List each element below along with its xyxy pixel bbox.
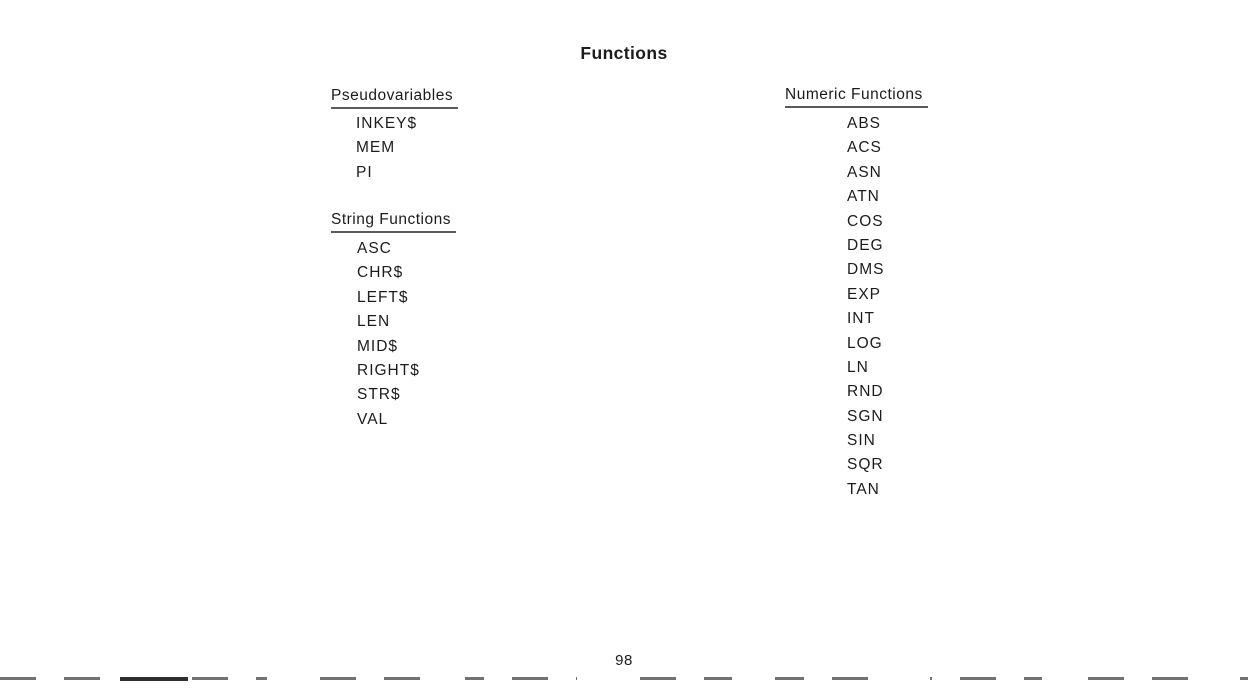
function-item: TAN — [847, 480, 880, 498]
function-item: COS — [847, 212, 884, 230]
function-item: SIN — [847, 432, 876, 450]
function-item: MEM — [356, 139, 396, 157]
pseudovariables-list: INKEY$ MEM PI — [331, 112, 458, 185]
function-item: LEFT$ — [357, 288, 409, 306]
section-string-functions: String Functions ASC CHR$ LEFT$ LEN MID$… — [331, 211, 456, 432]
string-functions-list: ASC CHR$ LEFT$ LEN MID$ RIGHT$ STR$ VAL — [331, 237, 456, 432]
function-item: EXP — [847, 285, 882, 303]
section-pseudovariables: Pseudovariables INKEY$ MEM PI — [331, 87, 459, 185]
page-number: 98 — [615, 652, 633, 669]
function-item: STR$ — [357, 386, 401, 404]
function-item: ASC — [357, 240, 392, 257]
section-heading-numeric-functions: Numeric Functions — [785, 86, 928, 108]
section-numeric-functions: Numeric Functions ABS ACS ASN ATN COS DE… — [785, 86, 928, 502]
function-item: LOG — [847, 334, 883, 352]
function-item: RND — [847, 383, 884, 401]
function-item: LN — [847, 358, 869, 376]
function-item: ATN — [847, 188, 880, 206]
page-bottom-tear-line — [0, 677, 1248, 680]
page-title: Functions — [580, 43, 668, 63]
function-item: ACS — [847, 139, 882, 157]
function-item: PI — [356, 163, 373, 181]
function-item: ASN — [847, 163, 882, 181]
function-item: SGN — [847, 407, 884, 425]
numeric-functions-list: ABS ACS ASN ATN COS DEG DMS EXP INT LOG … — [785, 112, 928, 502]
function-item: SQR — [847, 456, 884, 474]
function-item: MID$ — [357, 337, 399, 355]
function-item: INKEY$ — [356, 115, 418, 132]
section-heading-pseudovariables: Pseudovariables — [331, 87, 459, 109]
function-item: DEG — [847, 236, 884, 254]
function-item: ABS — [847, 115, 882, 132]
function-item: LEN — [357, 313, 391, 331]
section-heading-string-functions: String Functions — [331, 211, 456, 233]
function-item: VAL — [357, 410, 389, 428]
function-item: CHR$ — [357, 264, 404, 282]
function-item: RIGHT$ — [357, 361, 420, 379]
function-item: DMS — [847, 261, 885, 279]
page-bottom-tear-dash — [120, 677, 188, 681]
function-item: INT — [847, 310, 875, 328]
